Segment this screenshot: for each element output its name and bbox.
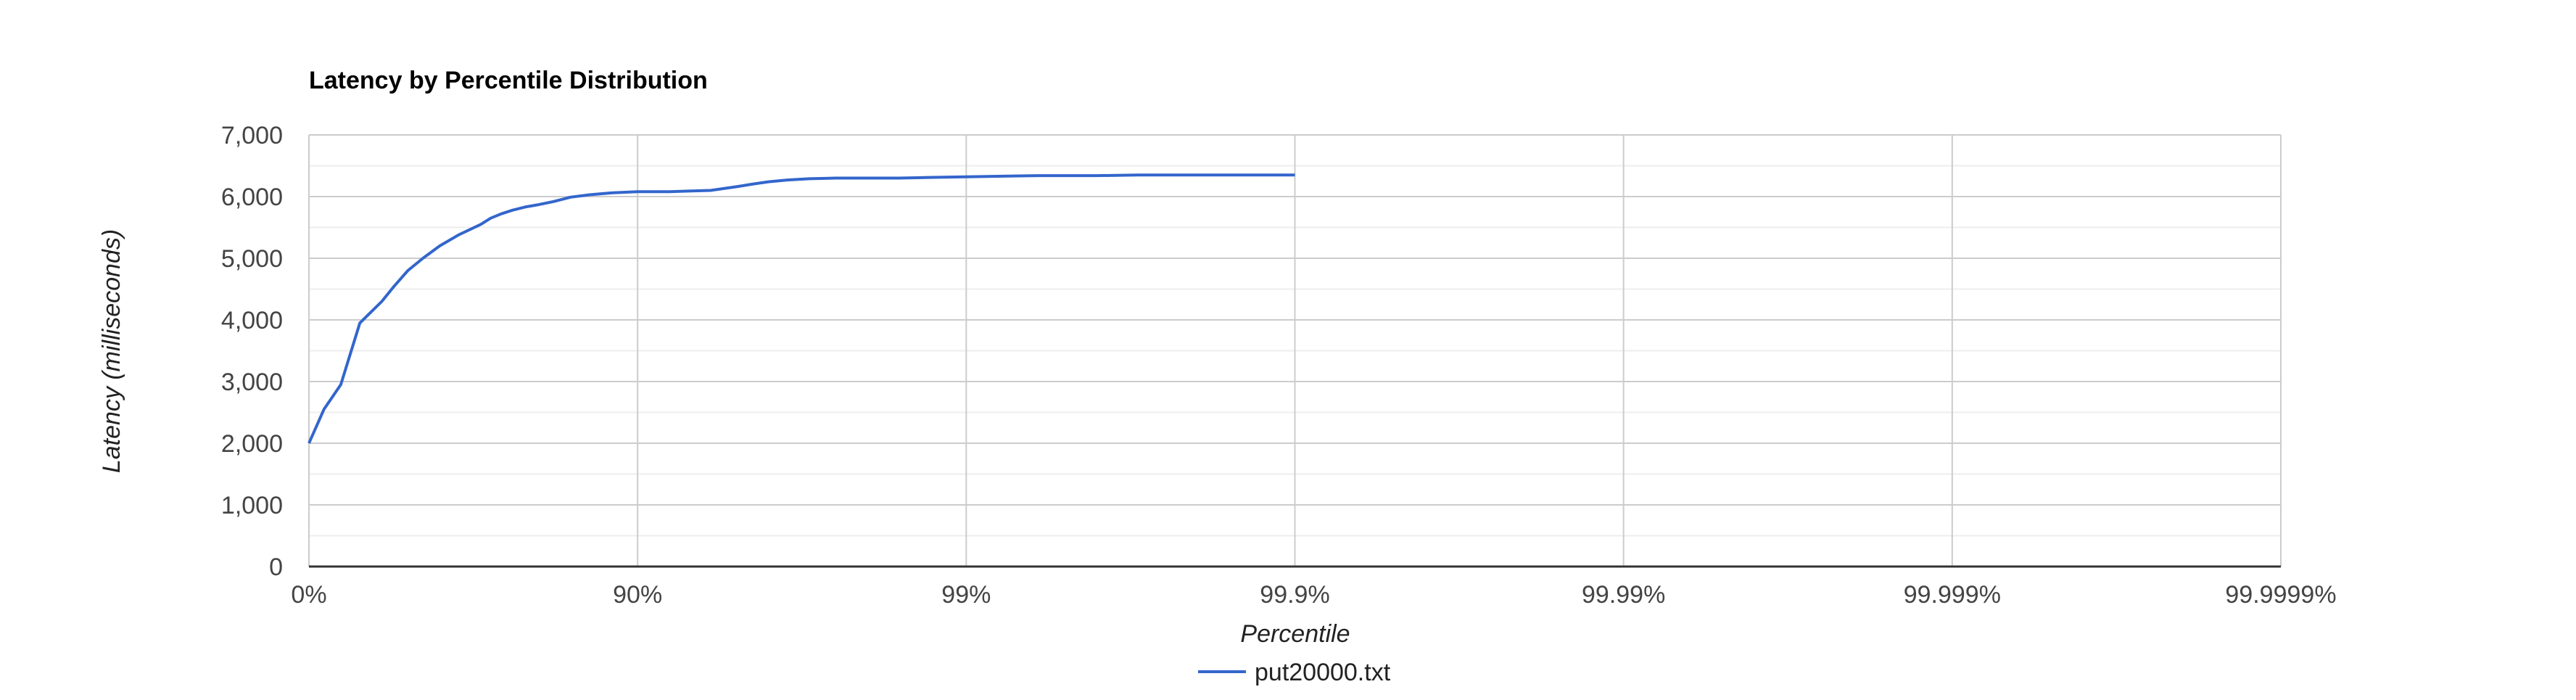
x-axis-label: Percentile (1240, 620, 1350, 648)
y-tick-label: 6,000 (221, 184, 283, 211)
chart-title: Latency by Percentile Distribution (309, 67, 708, 94)
series-layer (307, 173, 1295, 444)
legend: put20000.txt (1198, 659, 1391, 686)
y-tick-label: 3,000 (221, 368, 283, 396)
y-tick-label: 2,000 (221, 430, 283, 458)
gridlines (309, 134, 2282, 567)
y-tick-label: 7,000 (221, 122, 283, 149)
y-tick-label: 1,000 (221, 492, 283, 519)
tick-labels: 0 1,000 2,000 3,000 4,000 5,000 6,000 7,000 0% 90… (221, 122, 2337, 609)
x-tick-label: 99.99% (1582, 581, 1665, 609)
y-tick-label: 0 (269, 553, 283, 581)
x-tick-label: 90% (613, 581, 662, 609)
x-tick-label: 99.9999% (2225, 581, 2336, 609)
y-tick-label: 4,000 (221, 307, 283, 334)
x-tick-label: 0% (291, 581, 326, 609)
y-tick-label: 5,000 (221, 245, 283, 273)
x-tick-label: 99% (941, 581, 991, 609)
y-axis-label: Latency (milliseconds) (98, 229, 125, 473)
axes (308, 135, 2281, 568)
legend-label-put20000: put20000.txt (1255, 659, 1391, 686)
series-line-0 (307, 173, 1295, 444)
x-tick-label: 99.9% (1260, 581, 1329, 609)
x-tick-label: 99.999% (1904, 581, 2001, 609)
